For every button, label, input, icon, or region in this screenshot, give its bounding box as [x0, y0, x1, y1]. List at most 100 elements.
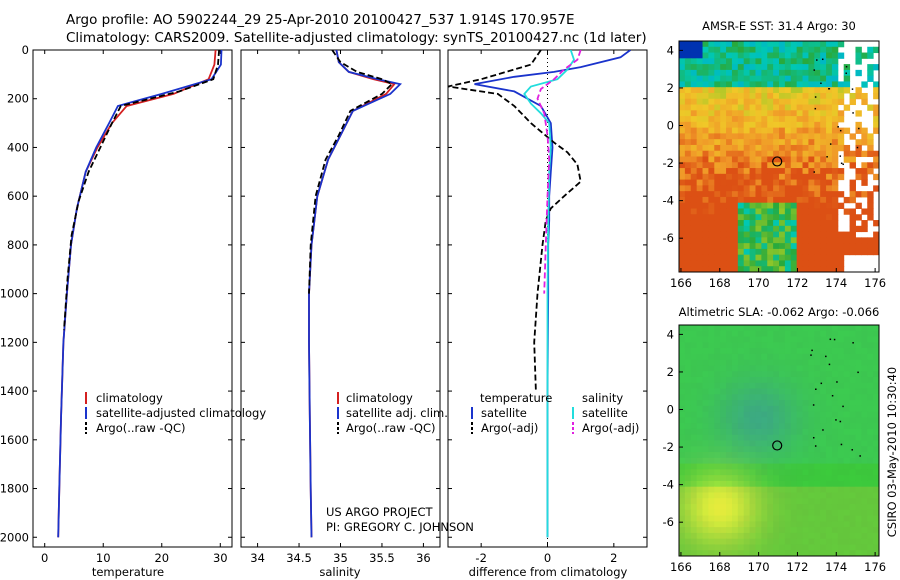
- map-cell: [808, 411, 815, 418]
- map-cell: [726, 400, 733, 407]
- map-cell: [679, 208, 686, 215]
- map-cell: [720, 202, 727, 209]
- map-cell: [720, 463, 727, 470]
- map-cell: [861, 504, 868, 511]
- map-cell: [714, 52, 721, 59]
- map-cell: [814, 52, 821, 59]
- map-cell: [826, 254, 833, 261]
- map-cell: [773, 196, 780, 204]
- map-cell: [784, 64, 792, 71]
- map-cell: [773, 452, 780, 459]
- map-cell: [702, 75, 709, 82]
- map-cell: [720, 480, 727, 488]
- map-cell: [731, 544, 739, 551]
- map-cell: [773, 550, 780, 557]
- map-cell: [696, 492, 704, 499]
- map-cell: [755, 220, 762, 227]
- map-cell: [755, 446, 762, 453]
- map-cell: [843, 492, 851, 499]
- map-cell: [855, 527, 862, 534]
- map-cell: [696, 46, 704, 54]
- map-cell: [831, 225, 839, 233]
- map-cell: [790, 225, 798, 233]
- map-cell: [702, 365, 709, 372]
- map-cell: [808, 475, 815, 482]
- map-cell: [826, 46, 833, 54]
- map-cell: [726, 440, 733, 447]
- map-cell: [720, 405, 727, 413]
- map-cell: [684, 452, 692, 459]
- map-cell: [708, 52, 715, 59]
- map-cell: [784, 532, 792, 540]
- map-cell: [714, 121, 721, 129]
- map-cell: [843, 405, 851, 413]
- map-cell: [684, 156, 692, 163]
- map-cell: [861, 417, 868, 424]
- map-cell: [802, 434, 809, 442]
- map-cell: [684, 330, 692, 338]
- map-cell: [684, 388, 692, 395]
- map-cell: [873, 81, 880, 88]
- map-cell: [679, 81, 686, 88]
- map-cell: [702, 434, 709, 442]
- map-cell: [731, 58, 739, 65]
- map-cell: [743, 104, 751, 111]
- map-cell: [861, 168, 868, 175]
- map-cell: [808, 162, 815, 169]
- map-cell: [790, 254, 798, 261]
- map-cell: [826, 179, 833, 186]
- map-cell: [837, 116, 845, 123]
- map-cell: [731, 423, 739, 430]
- map-cell: [702, 521, 709, 528]
- y-tick-label: 1800: [0, 482, 29, 496]
- map-cell: [837, 348, 845, 355]
- series-salinity-satellite: [523, 50, 575, 538]
- map-cell: [749, 359, 756, 366]
- map-cell: [749, 162, 756, 169]
- map-cell: [749, 515, 756, 522]
- map-cell: [820, 254, 827, 261]
- map-cell: [696, 139, 704, 146]
- map-cell: [702, 475, 709, 482]
- map-cell: [831, 75, 839, 82]
- map-cell: [831, 504, 839, 511]
- map-cell: [837, 394, 845, 401]
- map-cell: [690, 469, 698, 476]
- map-cell: [784, 248, 792, 256]
- map-cell: [708, 498, 715, 505]
- map-cell: [702, 214, 709, 221]
- map-cell: [708, 440, 715, 447]
- map-cell: [749, 480, 756, 488]
- map-cell: [837, 515, 845, 522]
- map-cell: [702, 544, 709, 551]
- map-cell: [743, 214, 751, 221]
- map-x-tick-label: 166: [670, 560, 692, 574]
- map-cell: [749, 237, 756, 244]
- x-tick-label: 0: [544, 551, 551, 565]
- map-cell: [767, 342, 774, 349]
- map-cell: [802, 325, 809, 332]
- map-cell: [755, 480, 762, 488]
- map-cell: [849, 98, 856, 106]
- map-cell: [731, 92, 739, 100]
- map-cell: [867, 388, 874, 395]
- map-cell: [784, 191, 792, 198]
- map-cell: [779, 260, 786, 267]
- map-cell: [784, 388, 792, 395]
- map-cell: [814, 98, 821, 106]
- timestamp-stamp: CSIRO 03-May-2010 10:30:40: [885, 367, 899, 538]
- map-cell: [820, 220, 827, 227]
- map-cell: [737, 98, 745, 106]
- map-cell: [690, 179, 698, 186]
- map-cell: [802, 371, 809, 378]
- map-cell: [867, 423, 874, 430]
- map-cell: [867, 133, 874, 140]
- map-cell: [855, 168, 862, 175]
- map-cell: [720, 173, 727, 181]
- map-cell: [737, 243, 745, 250]
- map-cell: [802, 336, 809, 343]
- map-cell: [690, 214, 698, 221]
- map-cell: [773, 214, 780, 221]
- map-cell: [731, 532, 739, 540]
- map-cell: [726, 104, 733, 111]
